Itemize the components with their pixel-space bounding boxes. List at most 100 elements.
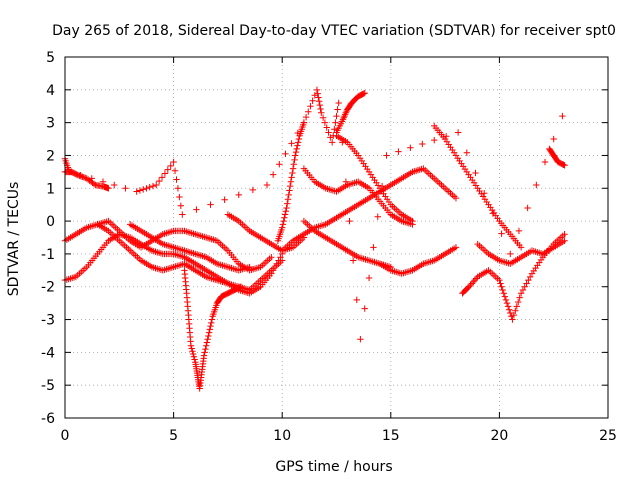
data-point <box>191 356 198 363</box>
data-point <box>208 319 215 327</box>
data-point <box>80 174 88 181</box>
data-point <box>370 244 377 251</box>
data-point <box>90 180 98 188</box>
data-point <box>507 250 514 258</box>
data-point <box>504 303 512 310</box>
data-point <box>300 119 308 126</box>
data-point <box>190 353 198 360</box>
data-point <box>431 136 438 144</box>
data-point <box>292 148 300 156</box>
data-point <box>533 181 540 189</box>
data-point <box>315 94 322 101</box>
data-point <box>318 109 325 116</box>
data-point <box>205 329 213 336</box>
data-point <box>280 217 287 225</box>
data-point <box>294 142 301 149</box>
data-point <box>361 89 368 97</box>
grid-lines <box>65 57 608 418</box>
data-point <box>480 189 488 197</box>
data-point <box>284 200 291 207</box>
y-axis-label: SDTVAR / TECUs <box>6 182 22 297</box>
data-point <box>193 206 200 213</box>
data-point <box>291 156 298 164</box>
data-point <box>509 316 516 323</box>
data-point <box>523 280 530 287</box>
data-point <box>333 112 340 120</box>
data-point <box>153 181 160 189</box>
data-point <box>452 244 460 251</box>
data-point <box>105 185 112 192</box>
data-point <box>500 290 507 297</box>
data-point <box>268 253 275 261</box>
data-point <box>513 303 520 310</box>
data-point <box>331 126 338 133</box>
series-track-16 <box>546 145 568 169</box>
data-point <box>174 185 182 192</box>
data-point <box>189 350 197 358</box>
chart-title: Day 265 of 2018, Sidereal Day-to-day VTE… <box>52 23 616 39</box>
data-point <box>281 211 289 218</box>
data-point <box>188 345 195 352</box>
y-tick-label: -6 <box>41 411 55 427</box>
data-point <box>472 169 479 177</box>
data-point <box>263 181 271 189</box>
data-point <box>292 152 299 159</box>
data-point <box>507 309 514 317</box>
data-point <box>314 90 321 97</box>
data-point <box>237 283 245 290</box>
data-point <box>307 103 314 110</box>
data-point <box>164 166 172 173</box>
data-point <box>202 342 210 349</box>
data-point <box>454 129 462 136</box>
data-point <box>505 306 513 313</box>
y-tick-label: 3 <box>46 116 55 132</box>
data-point <box>76 172 83 179</box>
data-point <box>360 90 367 97</box>
data-point <box>525 276 532 284</box>
data-point <box>179 211 186 218</box>
data-point <box>294 139 302 146</box>
x-tick-label: 25 <box>599 428 617 444</box>
data-point <box>246 263 253 271</box>
series-dip-5 <box>181 267 245 392</box>
y-tick-label: 4 <box>46 83 55 99</box>
data-point <box>498 283 505 290</box>
data-point <box>526 273 534 281</box>
data-point <box>279 221 287 228</box>
series-track-12 <box>376 244 460 277</box>
data-point <box>279 257 286 264</box>
data-point <box>189 348 196 355</box>
data-point <box>517 244 525 251</box>
data-point <box>66 168 73 176</box>
data-point <box>519 286 527 294</box>
data-point <box>349 257 357 264</box>
data-point <box>295 135 303 143</box>
data-point <box>378 182 386 190</box>
data-point <box>77 171 84 179</box>
data-point <box>497 280 504 287</box>
data-point <box>498 230 505 237</box>
data-point <box>319 114 327 121</box>
data-point <box>249 186 257 194</box>
data-point <box>395 148 402 155</box>
data-point <box>290 161 297 168</box>
y-tick-label: -2 <box>41 280 55 296</box>
data-point <box>407 144 414 151</box>
data-point <box>515 298 522 306</box>
data-point <box>149 182 157 190</box>
data-point <box>325 129 332 136</box>
data-point <box>516 294 523 301</box>
series-track-10 <box>333 89 368 136</box>
data-point <box>187 342 195 349</box>
data-point <box>285 191 292 199</box>
axis-ticks: 0 5 10 15 20 25 -6 -5 -4 -3 -2 -1 0 1 2 3 4 5 <box>41 50 617 444</box>
data-point <box>321 119 329 126</box>
data-point <box>283 204 290 212</box>
data-point <box>517 290 525 297</box>
data-point <box>281 214 288 222</box>
y-tick-label: 0 <box>46 214 55 230</box>
data-point <box>288 174 295 181</box>
data-point <box>202 345 209 353</box>
data-point <box>559 112 566 120</box>
